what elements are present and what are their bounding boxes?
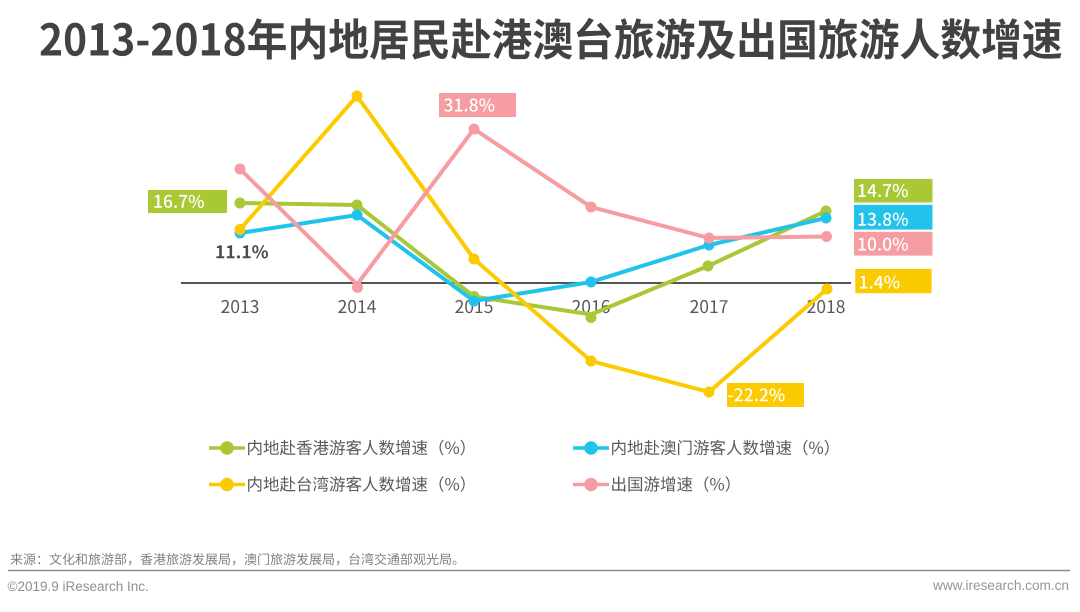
svg-text:©2019.9 iResearch Inc.: ©2019.9 iResearch Inc.: [8, 579, 149, 594]
svg-text:www.iresearch.com.cn: www.iresearch.com.cn: [932, 578, 1069, 593]
